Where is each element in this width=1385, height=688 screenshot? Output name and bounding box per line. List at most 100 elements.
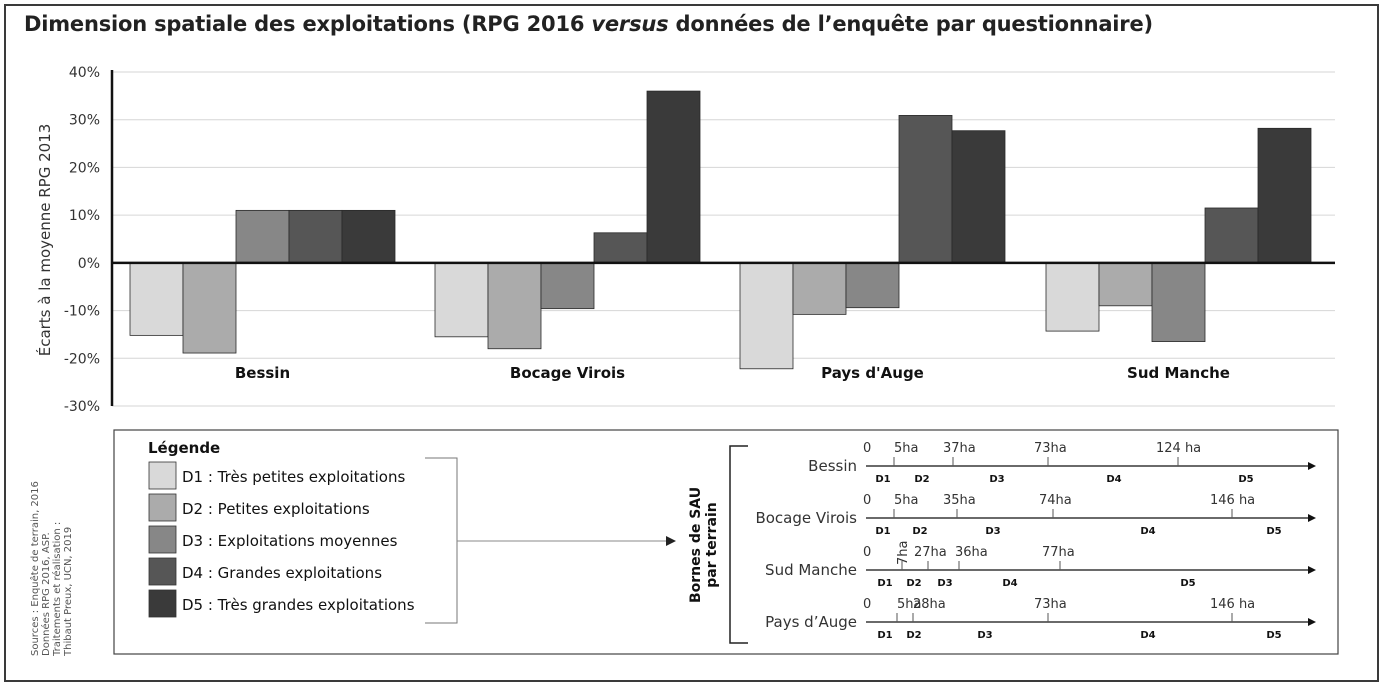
bornes-row-name: Bocage Virois — [755, 509, 857, 527]
bornes-class-label: D3 — [937, 578, 952, 589]
bornes-tick-label: 5ha — [894, 493, 918, 508]
bornes-class-label: D2 — [906, 578, 921, 589]
bar — [129, 262, 184, 336]
legend-label: D2 : Petites exploitations — [182, 500, 370, 518]
bornes-zero: 0 — [863, 441, 871, 456]
sources-line: Données RPG 2016, ASP. — [40, 532, 52, 656]
legend-swatch — [148, 493, 177, 522]
bornes-label-line-1: Bornes de SAU — [688, 487, 704, 603]
bar — [593, 232, 648, 264]
bornes-class-label: D1 — [875, 474, 890, 485]
legend-swatch — [148, 525, 177, 554]
bornes-tick-label: 5ha — [894, 441, 918, 456]
bornes-tick-label: 146 ha — [1210, 493, 1255, 508]
bornes-arrowhead — [1308, 462, 1316, 470]
bars — [129, 90, 1312, 370]
legend-box — [113, 429, 1339, 655]
bornes-tick-label: 5ha — [897, 597, 921, 612]
sources-note: Sources : Enquête de terrain, 2016Donnée… — [29, 481, 74, 657]
bornes-class-label: D5 — [1180, 578, 1195, 589]
title-italic: versus — [591, 12, 669, 36]
bornes-class-label: D4 — [1106, 474, 1121, 485]
bornes-class-label: D2 — [906, 630, 921, 641]
y-tick-label: -30% — [64, 399, 100, 415]
sources-line: Sources : Enquête de terrain, 2016 — [29, 481, 41, 656]
bar — [898, 115, 953, 264]
bar — [845, 262, 900, 309]
bornes-class-label: D5 — [1266, 630, 1281, 641]
bar — [288, 209, 343, 264]
bar — [1045, 262, 1100, 332]
bar — [739, 262, 794, 370]
bornes-zero: 0 — [863, 493, 871, 508]
category-labels: Bessin Bocage Virois Pays d'Auge Sud Manche — [235, 364, 1230, 382]
sources-line: Traitements et réalisation : — [51, 522, 63, 657]
y-tick-label: 0% — [78, 256, 100, 272]
bar — [341, 209, 396, 264]
y-tick-label: 30% — [69, 113, 100, 129]
bornes-tick-label: 73ha — [1034, 597, 1067, 612]
bornes-tick-label: 7ha — [896, 541, 911, 565]
y-tick-label: 20% — [69, 160, 100, 176]
chart-title: Dimension spatiale des exploitations (RP… — [24, 12, 1153, 36]
category-label: Pays d'Auge — [821, 364, 924, 382]
legend-label: D1 : Très petites exploitations — [182, 468, 405, 486]
y-tick-label: -10% — [64, 304, 100, 320]
bornes-class-label: D4 — [1002, 578, 1017, 589]
category-label: Sud Manche — [1127, 364, 1230, 382]
title-part-2: données de l’enquête par questionnaire) — [668, 12, 1154, 36]
bar — [487, 262, 542, 350]
bar — [182, 262, 237, 354]
bornes-arrowhead — [1308, 618, 1316, 626]
bornes-row-name: Sud Manche — [765, 561, 857, 579]
bornes-tick-label: 28ha — [913, 597, 946, 612]
bornes-class-label: D1 — [875, 526, 890, 537]
bornes-class-label: D3 — [977, 630, 992, 641]
bar — [1151, 262, 1206, 342]
bornes-class-label: D5 — [1238, 474, 1253, 485]
bar — [951, 130, 1006, 264]
connector-arrowhead — [666, 536, 676, 546]
legend: Légende D1 : Très petites exploitations D2… — [113, 429, 1339, 655]
bar — [434, 262, 489, 338]
bornes-arrowhead — [1308, 514, 1316, 522]
y-tick-label: 40% — [69, 65, 100, 81]
bornes-class-label: D1 — [877, 630, 892, 641]
bornes-tick-label: 27ha — [914, 545, 947, 560]
bar — [1257, 127, 1312, 264]
bornes-class-label: D4 — [1140, 630, 1155, 641]
bornes-class-label: D5 — [1266, 526, 1281, 537]
y-tick-label: 10% — [69, 208, 100, 224]
bornes-tick-label: 74ha — [1039, 493, 1072, 508]
bornes-label-line-2: par terrain — [704, 502, 720, 587]
y-tick-labels: 40% 30% 20% 10% 0% -10% -20% -30% — [64, 65, 100, 415]
bornes-label: Bornes de SAUpar terrain — [688, 487, 720, 603]
bornes-panel: Bornes de SAUpar terrain Bessin 0 5ha 37ha 73… — [688, 441, 1316, 644]
legend-title: Légende — [148, 439, 220, 457]
legend-label: D5 : Très grandes exploitations — [182, 596, 415, 614]
bar — [646, 90, 701, 264]
bar — [235, 209, 290, 264]
bornes-zero: 0 — [863, 597, 871, 612]
bornes-row-name: Pays d’Auge — [765, 613, 857, 631]
legend-swatch — [148, 557, 177, 586]
bar — [540, 262, 595, 310]
y-axis-label: Écarts à la moyenne RPG 2013 — [35, 124, 54, 357]
bornes-tick-label: 37ha — [943, 441, 976, 456]
legend-swatch — [148, 461, 177, 490]
title-part-1: Dimension spatiale des exploitations (RP… — [24, 12, 592, 36]
bornes-class-label: D4 — [1140, 526, 1155, 537]
bornes-class-label: D2 — [914, 474, 929, 485]
legend-bracket — [425, 457, 458, 624]
axes — [110, 70, 1335, 406]
bornes-class-label: D3 — [989, 474, 1004, 485]
category-label: Bessin — [235, 364, 290, 382]
bornes-tick-label: 77ha — [1042, 545, 1075, 560]
bornes-tick-label: 35ha — [943, 493, 976, 508]
bar — [1204, 207, 1259, 264]
y-tick-label: -20% — [64, 351, 100, 367]
category-label: Bocage Virois — [510, 364, 625, 382]
bornes-class-label: D1 — [877, 578, 892, 589]
bornes-bracket — [729, 445, 748, 644]
